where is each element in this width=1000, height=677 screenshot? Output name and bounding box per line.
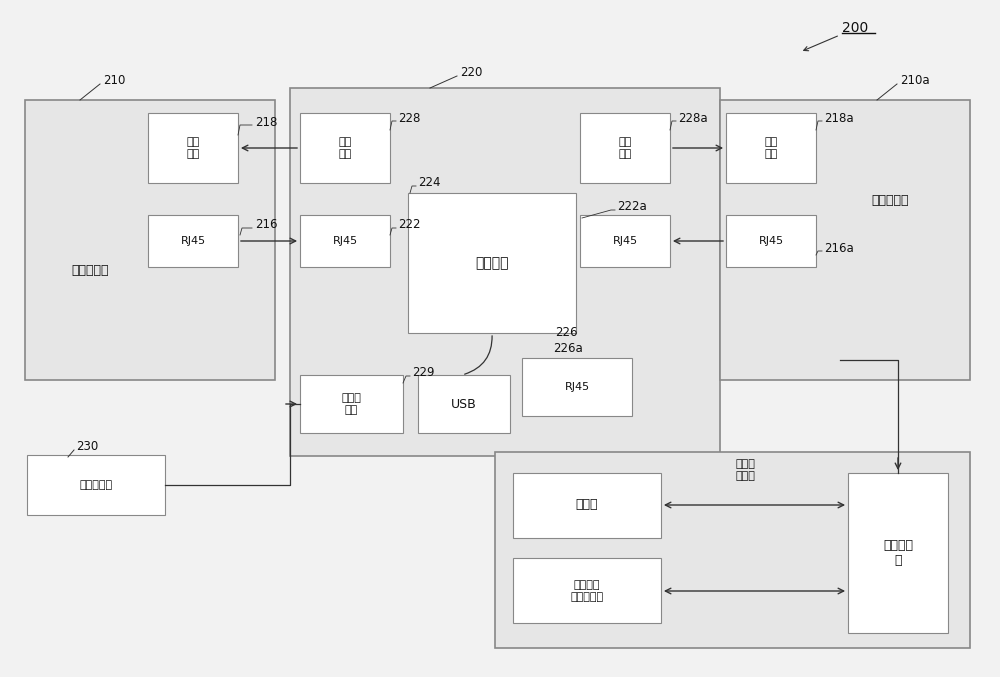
Bar: [418, 375, 510, 433]
Bar: [300, 375, 403, 433]
Text: 电源
接口: 电源 接口: [764, 137, 778, 159]
Bar: [148, 215, 238, 267]
Text: RJ45: RJ45: [180, 236, 206, 246]
Text: 小型计算
机: 小型计算 机: [883, 539, 913, 567]
Text: 显示器: 显示器: [576, 498, 598, 512]
Text: RJ45: RJ45: [758, 236, 784, 246]
Text: 222a: 222a: [617, 200, 647, 213]
Text: RJ45: RJ45: [332, 236, 358, 246]
Text: 第一相机板: 第一相机板: [71, 263, 109, 276]
Bar: [513, 558, 661, 623]
Text: 230: 230: [76, 441, 98, 454]
Text: RJ45: RJ45: [564, 382, 590, 392]
Bar: [290, 88, 720, 456]
Text: 224: 224: [418, 177, 440, 190]
Text: 电源输
入端: 电源输 入端: [341, 393, 361, 415]
Text: 216: 216: [255, 219, 278, 232]
Text: 210a: 210a: [900, 74, 930, 87]
Bar: [300, 113, 390, 183]
Text: 222: 222: [398, 219, 420, 232]
Bar: [580, 215, 670, 267]
Bar: [580, 113, 670, 183]
Text: 处理单元: 处理单元: [475, 256, 509, 270]
Text: 第二相机板: 第二相机板: [871, 194, 909, 206]
Bar: [726, 215, 816, 267]
Text: 210: 210: [103, 74, 125, 87]
Text: 200: 200: [842, 21, 868, 35]
Bar: [522, 358, 632, 416]
Text: 电源
接口: 电源 接口: [618, 137, 632, 159]
Text: 220: 220: [460, 66, 482, 79]
Text: 电源
接口: 电源 接口: [186, 137, 200, 159]
Text: 电源适配器: 电源适配器: [79, 480, 113, 490]
Text: RJ45: RJ45: [612, 236, 638, 246]
Text: 218a: 218a: [824, 112, 854, 125]
Bar: [408, 193, 576, 333]
Text: 229: 229: [412, 366, 434, 380]
Bar: [513, 473, 661, 538]
Bar: [25, 100, 275, 380]
Text: 键盘、鼠
标、打印机: 键盘、鼠 标、打印机: [570, 580, 604, 602]
Bar: [495, 452, 970, 648]
Text: 216a: 216a: [824, 242, 854, 255]
Text: 电源
接口: 电源 接口: [338, 137, 352, 159]
Bar: [300, 215, 390, 267]
Bar: [848, 473, 948, 633]
Text: 226a: 226a: [553, 341, 583, 355]
Text: 218: 218: [255, 116, 277, 129]
Text: 228a: 228a: [678, 112, 708, 125]
Bar: [720, 100, 970, 380]
Bar: [726, 113, 816, 183]
Bar: [27, 455, 165, 515]
Text: USB: USB: [451, 397, 477, 410]
Text: 228: 228: [398, 112, 420, 125]
Text: 226: 226: [555, 326, 578, 338]
Bar: [148, 113, 238, 183]
Text: 浏览器
功能端: 浏览器 功能端: [735, 459, 755, 481]
